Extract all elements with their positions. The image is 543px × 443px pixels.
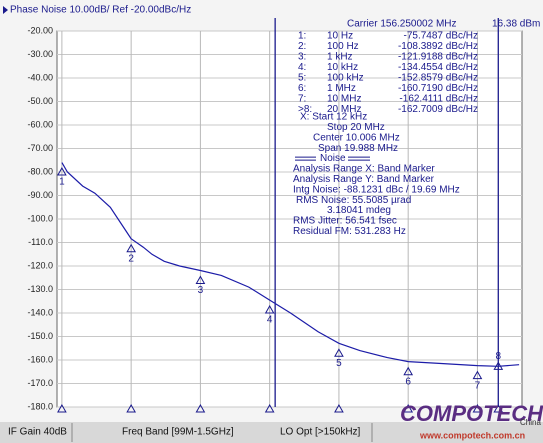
table-cell: -162.7009 dBc/Hz <box>398 104 478 115</box>
marker-label: 8 <box>496 351 502 362</box>
y-tick-label: -160.0 <box>27 354 53 364</box>
table-cell: >8: <box>298 104 312 115</box>
table-cell: -75.7487 dBc/Hz <box>404 31 479 42</box>
carrier: Carrier 156.250002 MHz <box>347 19 457 30</box>
marker <box>334 348 344 357</box>
table-cell: 5: <box>298 72 306 83</box>
marker <box>264 304 275 314</box>
analysis-line: Analysis Range X: Band Marker <box>293 164 435 175</box>
table-cell: 1 kHz <box>327 52 353 63</box>
y-tick-label: -150.0 <box>27 331 53 341</box>
table-cell: 4: <box>298 62 306 73</box>
table-cell: -152.8579 dBc/Hz <box>398 72 478 83</box>
table-cell: 3: <box>298 52 306 63</box>
y-tick-label: -80.00 <box>27 166 53 176</box>
analysis-line: Noise <box>320 153 346 164</box>
y-tick-label: -140.0 <box>27 307 53 317</box>
y-tick-label: -30.00 <box>27 49 53 59</box>
marker <box>472 370 483 380</box>
table-cell: 10 Hz <box>327 31 353 42</box>
analysis-line: RMS Noise: 55.5085 µrad <box>296 195 411 206</box>
y-tick-label: -130.0 <box>27 284 53 294</box>
header-title: Phase Noise 10.00dB/ Ref -20.00dBc/Hz <box>10 5 191 16</box>
analysis-line: Span 19.988 MHz <box>318 143 398 154</box>
marker <box>403 366 414 376</box>
analysis-line: X: Start 12 kHz <box>300 112 367 123</box>
y-tick-label: -20.00 <box>27 25 53 35</box>
axis-marker <box>195 403 206 413</box>
marker <box>126 243 137 253</box>
analysis-line: Intg Noise: -88.1231 dBc / 19.69 MHz <box>293 184 460 195</box>
table-cell: 2: <box>298 41 306 52</box>
logo-region: China <box>520 418 541 427</box>
marker-label: 1 <box>59 177 65 188</box>
marker <box>493 361 504 370</box>
table-cell: 100 kHz <box>327 72 364 83</box>
table-cell: 1: <box>298 31 306 42</box>
marker-label: 6 <box>405 376 411 387</box>
status-item: LO Opt [>150kHz] <box>280 427 361 438</box>
table-cell: 7: <box>298 93 306 104</box>
axis-marker <box>57 403 67 413</box>
axis-marker <box>126 403 137 413</box>
carrier-level: 16.38 dBm <box>492 19 540 30</box>
table-cell: 10 MHz <box>327 93 361 104</box>
table-cell: -121.9188 dBc/Hz <box>398 52 478 63</box>
marker <box>195 275 206 285</box>
table-cell: -162.4111 dBc/Hz <box>399 93 478 104</box>
table-cell: -108.3892 dBc/Hz <box>398 41 478 52</box>
y-tick-label: -70.00 <box>27 143 53 153</box>
analysis-line: Analysis Range Y: Band Marker <box>293 174 435 185</box>
table-cell: 20 MHz <box>327 104 361 115</box>
marker-label: 5 <box>336 358 342 369</box>
table-cell: 100 Hz <box>327 41 359 52</box>
y-tick-label: -180.0 <box>27 401 53 411</box>
analysis-line: Center 10.006 MHz <box>313 132 400 143</box>
analysis-line: RMS Jitter: 56.541 fsec <box>293 216 397 227</box>
analysis-line: Residual FM: 531.283 Hz <box>293 226 406 237</box>
marker-label: 2 <box>128 253 134 264</box>
status-bar <box>0 422 543 443</box>
marker-label: 3 <box>198 285 204 296</box>
table-cell: 6: <box>298 83 306 94</box>
logo-site: www.compotech.com.cn <box>419 430 525 440</box>
axis-marker <box>264 403 275 413</box>
marker-label: 4 <box>267 315 273 326</box>
y-tick-label: -50.00 <box>27 96 53 106</box>
table-cell: 1 MHz <box>327 83 356 94</box>
y-tick-label: -170.0 <box>27 378 53 388</box>
y-tick-label: -120.0 <box>27 260 53 270</box>
table-cell: -160.7190 dBc/Hz <box>398 83 478 94</box>
marker <box>57 167 67 176</box>
axis-marker <box>334 403 344 413</box>
marker-label: 7 <box>475 380 481 391</box>
analysis-line: Stop 20 MHz <box>327 122 385 133</box>
table-cell: 10 kHz <box>327 62 358 73</box>
axis-marker <box>472 403 483 413</box>
y-tick-label: -110.0 <box>28 237 53 247</box>
header-icon <box>3 6 8 14</box>
trace <box>61 162 520 367</box>
y-tick-label: -60.00 <box>27 119 53 129</box>
status-item: Freq Band [99M-1.5GHz] <box>122 427 234 438</box>
axis-marker <box>493 403 504 413</box>
y-tick-label: -40.00 <box>27 72 53 82</box>
analysis-line: 3.18041 mdeg <box>327 205 391 216</box>
table-cell: -134.4554 dBc/Hz <box>398 62 478 73</box>
logo-brand: COMPOTECH <box>400 401 543 426</box>
status-item: IF Gain 40dB <box>8 427 67 438</box>
y-tick-label: -90.00 <box>27 190 53 200</box>
y-tick-label: -100.0 <box>27 213 53 223</box>
axis-marker <box>403 403 414 413</box>
